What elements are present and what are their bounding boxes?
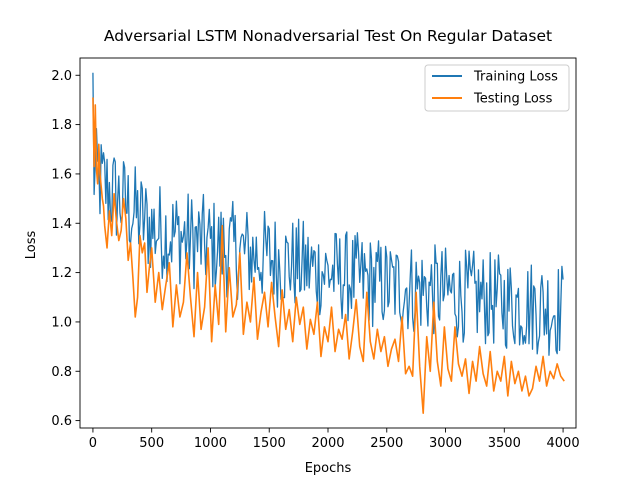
x-tick-label: 3000 <box>429 436 462 451</box>
y-tick-label: 1.6 <box>51 167 72 182</box>
y-tick-label: 1.2 <box>51 266 72 281</box>
axes: 0 500 1000 1500 2000 2500 3000 3500 4000 0.6 0.8 1.… <box>51 57 580 451</box>
x-tick-label: 1000 <box>194 436 227 451</box>
x-tick-label: 1500 <box>253 436 286 451</box>
y-tick-label: 0.6 <box>51 414 72 429</box>
x-tick-label: 0 <box>89 436 97 451</box>
x-tick-label: 4000 <box>547 436 580 451</box>
y-tick-label: 0.8 <box>51 365 72 380</box>
y-tick-label: 1.0 <box>51 315 72 330</box>
x-tick-label: 500 <box>139 436 164 451</box>
y-tick-label: 1.4 <box>51 217 72 232</box>
y-tick-label: 1.8 <box>51 118 72 133</box>
series-line-testing-loss <box>92 97 565 414</box>
chart-title: Adversarial LSTM Nonadversarial Test On … <box>104 27 552 45</box>
x-tick-label: 2500 <box>370 436 403 451</box>
legend-label-training-loss: Training Loss <box>473 70 558 85</box>
series-line-training-loss <box>92 72 564 356</box>
plot-area <box>92 72 565 414</box>
x-tick-label: 2000 <box>311 436 344 451</box>
x-axis-label: Epochs <box>305 461 352 476</box>
y-axis-label: Loss <box>24 231 39 260</box>
legend-label-testing-loss: Testing Loss <box>473 92 553 107</box>
y-tick-label: 2.0 <box>51 69 72 84</box>
legend: Training Loss Testing Loss <box>424 64 570 112</box>
x-tick-label: 3500 <box>488 436 521 451</box>
